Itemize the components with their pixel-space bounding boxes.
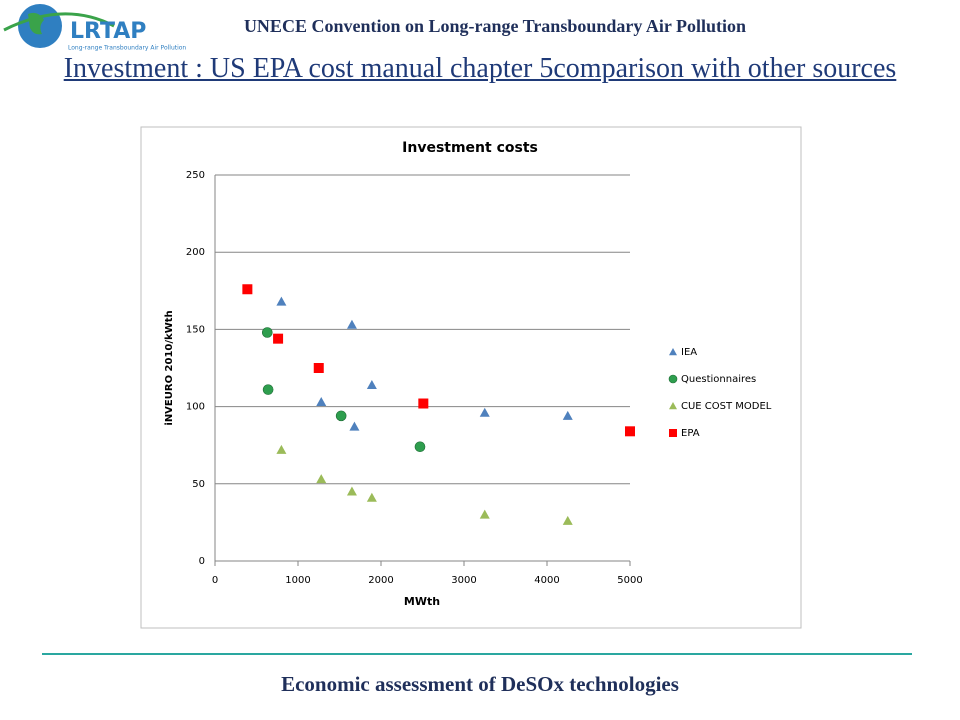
x-tick-label: 4000 <box>534 575 559 586</box>
x-tick-label: 0 <box>212 575 218 586</box>
y-tick-label: 0 <box>199 556 205 567</box>
footer-text: Economic assessment of DeSOx technologie… <box>281 672 679 696</box>
legend-marker <box>669 402 677 410</box>
data-point <box>276 296 287 306</box>
legend-label: Questionnaires <box>681 374 756 385</box>
data-point <box>262 384 274 395</box>
logo-subtext: Long-range Transboundary Air Pollution <box>68 45 186 52</box>
chart-title: Investment costs <box>402 140 538 156</box>
legend-label: EPA <box>681 428 700 439</box>
legend-marker <box>669 429 677 437</box>
data-point <box>479 509 490 519</box>
x-tick-label: 5000 <box>617 575 642 586</box>
data-point <box>313 363 324 373</box>
slide-title: Investment : US EPA cost manual chapter … <box>63 53 897 84</box>
chart-frame <box>140 126 802 629</box>
data-point <box>414 441 426 453</box>
data-point <box>562 515 573 525</box>
logo-swoosh <box>3 12 115 32</box>
data-point <box>261 327 273 338</box>
legend-marker <box>669 348 677 356</box>
data-point <box>346 486 357 496</box>
data-point <box>276 444 287 454</box>
x-tick-label: 2000 <box>368 575 393 586</box>
data-point <box>273 333 284 344</box>
data-point <box>366 492 377 502</box>
data-point <box>479 407 490 417</box>
x-axis-label: MWth <box>404 595 440 608</box>
y-tick-label: 100 <box>186 402 205 413</box>
legend-label: CUE COST MODEL <box>681 401 772 412</box>
y-axis-label: iNVEURO 2010/kWth <box>164 310 175 425</box>
logo: LRTAP Long-range Transboundary Air Pollu… <box>3 4 186 52</box>
legend-label: IEA <box>681 347 697 358</box>
data-point <box>316 474 327 484</box>
y-tick-label: 200 <box>186 247 205 258</box>
data-point <box>349 421 360 431</box>
x-tick-label: 1000 <box>285 575 310 586</box>
organization: UNECE Convention on Long-range Transboun… <box>243 16 747 36</box>
data-point <box>366 379 377 389</box>
data-point <box>625 426 635 437</box>
data-point <box>316 396 327 406</box>
data-point <box>242 284 253 295</box>
x-tick-label: 3000 <box>451 575 476 586</box>
data-point <box>418 398 429 409</box>
logo-text: LRTAP <box>70 19 146 44</box>
footer-rule <box>42 653 912 655</box>
legend-marker <box>668 374 678 384</box>
y-tick-label: 250 <box>186 170 205 181</box>
data-point <box>335 410 347 422</box>
y-tick-label: 150 <box>186 324 205 335</box>
data-point <box>562 410 573 420</box>
chart: Investment costs MWth iNVEURO 2010/kWth … <box>140 126 802 629</box>
y-tick-label: 50 <box>192 479 205 490</box>
data-point <box>346 319 357 329</box>
